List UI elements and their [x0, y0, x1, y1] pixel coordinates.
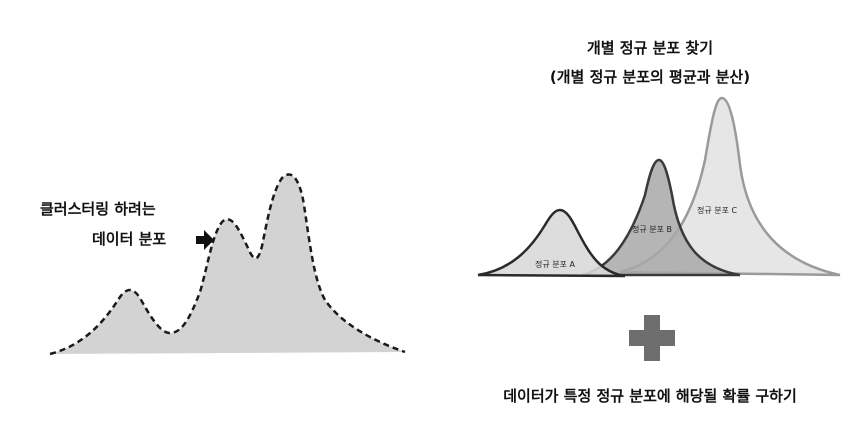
mixture-distribution-outline — [49, 173, 406, 356]
normal-distribution-a — [477, 208, 626, 278]
mixture-distribution-area — [50, 174, 405, 354]
distribution-b-label: 정규 분포 B — [632, 224, 672, 234]
left-label-line2: 데이터 분포 — [92, 230, 167, 248]
normal-distribution-b — [581, 158, 741, 277]
normal-distribution-c — [619, 96, 841, 277]
plus-icon — [629, 315, 675, 361]
distribution-c-label: 정규 분포 C — [697, 205, 738, 215]
left-label-line1: 클러스터링 하려는 — [40, 200, 156, 218]
distribution-a-label: 정규 분포 A — [535, 259, 576, 269]
pointer-arrow-icon — [196, 230, 214, 250]
bottom-caption: 데이터가 특정 정규 분포에 해당될 확률 구하기 — [503, 387, 797, 405]
right-title-line2: (개별 정규 분포의 평균과 분산) — [549, 68, 751, 86]
right-title-line1: 개별 정규 분포 찾기 — [586, 39, 714, 57]
